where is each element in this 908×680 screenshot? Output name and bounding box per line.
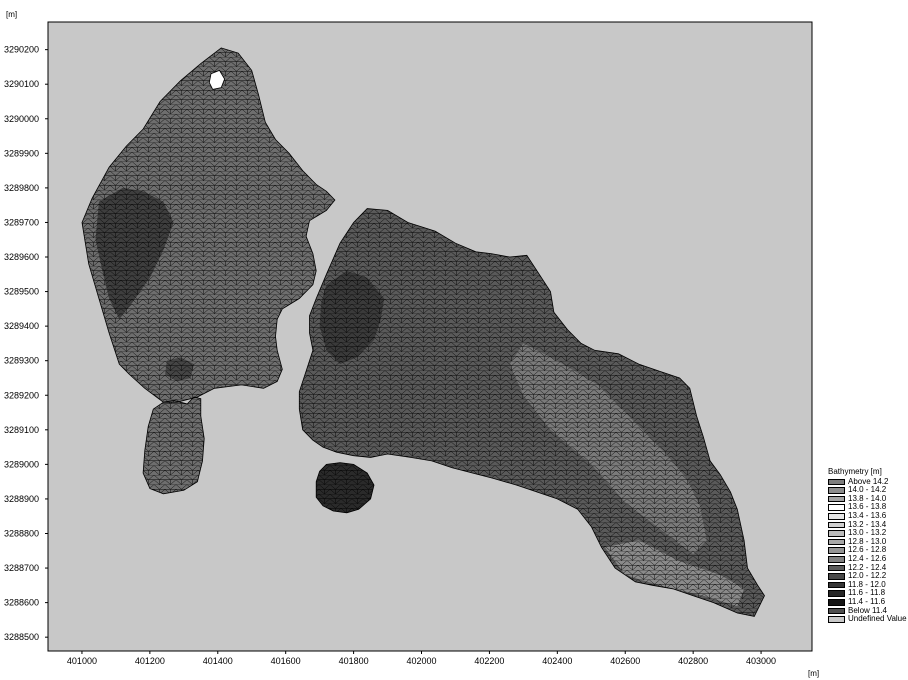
y-tick-label: 3288800 — [4, 528, 39, 538]
legend-label: 13.0 - 13.2 — [848, 529, 887, 538]
legend-item: 12.6 - 12.8 — [828, 546, 908, 555]
y-tick-label: 3290000 — [4, 114, 39, 124]
legend-swatch — [828, 521, 845, 529]
legend-swatch — [828, 564, 845, 572]
y-tick-label: 3288500 — [4, 632, 39, 642]
x-tick-label: 402600 — [610, 656, 640, 666]
bathymetry-legend: Bathymetry [m] Above 14.2 14.0 - 14.2 13.8… — [828, 467, 908, 624]
legend-swatch — [828, 512, 845, 520]
legend-label: 12.4 - 12.6 — [848, 554, 887, 563]
y-tick-label: 3288600 — [4, 598, 39, 608]
x-tick-label: 402800 — [678, 656, 708, 666]
regions-layer — [81, 47, 765, 617]
x-tick-label: 401200 — [135, 656, 165, 666]
legend-items: Above 14.2 14.0 - 14.2 13.8 - 14.0 13.6 - 1… — [828, 478, 908, 624]
y-tick-label: 3288900 — [4, 494, 39, 504]
legend-label: 13.6 - 13.8 — [848, 503, 887, 512]
legend-label: Above 14.2 — [848, 477, 889, 486]
north-hole — [208, 69, 226, 90]
legend-label: 12.8 - 13.0 — [848, 537, 887, 546]
legend-swatch — [828, 598, 845, 606]
y-tick-label: 3289000 — [4, 459, 39, 469]
legend-item: 11.4 - 11.6 — [828, 598, 908, 607]
y-tick-label: 3289900 — [4, 148, 39, 158]
y-tick-label: 3290100 — [4, 79, 39, 89]
y-tick-label: 3289200 — [4, 390, 39, 400]
legend-item: 14.0 - 14.2 — [828, 486, 908, 495]
legend-swatch — [828, 495, 845, 503]
legend-label: 11.6 - 11.8 — [848, 589, 886, 598]
legend-swatch — [828, 478, 845, 486]
legend-label: Below 11.4 — [848, 606, 887, 615]
y-unit-label: [m] — [6, 10, 17, 19]
legend-item: Above 14.2 — [828, 478, 908, 487]
x-tick-label: 402200 — [474, 656, 504, 666]
legend-label: 11.8 - 12.0 — [848, 580, 886, 589]
legend-swatch — [828, 555, 845, 563]
legend-item: 13.8 - 14.0 — [828, 495, 908, 504]
y-tick-label: 3289600 — [4, 252, 39, 262]
legend-swatch — [828, 581, 845, 589]
legend-swatch — [828, 547, 845, 554]
y-tick-label: 3288700 — [4, 563, 39, 573]
y-tick-label: 3289800 — [4, 183, 39, 193]
x-axis: 401000 401200 401400 401600 401800 402000 4022… — [67, 651, 776, 666]
east-basin-mesh — [298, 208, 765, 617]
legend-swatch — [828, 573, 845, 580]
legend-swatch — [828, 607, 845, 615]
legend-swatch — [828, 530, 845, 537]
legend-item: 13.6 - 13.8 — [828, 503, 908, 512]
legend-swatch — [828, 487, 845, 494]
y-tick-label: 3289700 — [4, 217, 39, 227]
legend-label: 12.6 - 12.8 — [848, 546, 887, 555]
legend-label: 12.0 - 12.2 — [848, 572, 887, 581]
legend-item: 12.4 - 12.6 — [828, 555, 908, 564]
x-tick-label: 402000 — [406, 656, 436, 666]
x-tick-label: 401400 — [203, 656, 233, 666]
south-island-mesh — [315, 462, 375, 514]
legend-label: 11.4 - 11.6 — [848, 597, 886, 606]
x-tick-label: 402400 — [542, 656, 572, 666]
y-tick-label: 3289300 — [4, 356, 39, 366]
legend-item: 12.2 - 12.4 — [828, 564, 908, 573]
legend-label: 13.2 - 13.4 — [848, 520, 887, 529]
legend-swatch — [828, 538, 845, 546]
x-tick-label: 401600 — [271, 656, 301, 666]
legend-item: Undefined Value — [828, 615, 908, 624]
west-lobe-mesh — [142, 396, 205, 495]
y-axis: 3288500 3288600 3288700 3288800 3288900 32890… — [4, 45, 48, 642]
legend-item: 13.2 - 13.4 — [828, 521, 908, 530]
x-tick-label: 401800 — [339, 656, 369, 666]
x-tick-label: 403000 — [746, 656, 776, 666]
legend-label: 13.4 - 13.6 — [848, 511, 887, 520]
legend-label: 14.0 - 14.2 — [848, 486, 887, 495]
legend-item: 13.4 - 13.6 — [828, 512, 908, 521]
legend-title: Bathymetry [m] — [828, 467, 882, 476]
y-tick-label: 3289100 — [4, 425, 39, 435]
legend-label: 12.2 - 12.4 — [848, 563, 887, 572]
legend-item: 11.6 - 11.8 — [828, 589, 908, 598]
legend-swatch — [828, 590, 845, 597]
legend-item: 11.8 - 12.0 — [828, 581, 908, 590]
legend-label: 13.8 - 14.0 — [848, 494, 887, 503]
legend-item: 12.8 - 13.0 — [828, 538, 908, 547]
legend-label: Undefined Value — [848, 615, 907, 624]
y-tick-label: 3289400 — [4, 321, 39, 331]
legend-item: 13.0 - 13.2 — [828, 529, 908, 538]
y-tick-label: 3289500 — [4, 287, 39, 297]
legend-item: Below 11.4 — [828, 607, 908, 616]
legend-item: 12.0 - 12.2 — [828, 572, 908, 581]
legend-swatch — [828, 504, 845, 511]
x-unit-label: [m] — [808, 669, 819, 678]
y-tick-label: 3290200 — [4, 45, 39, 55]
legend-swatch — [828, 616, 845, 623]
x-tick-label: 401000 — [67, 656, 97, 666]
